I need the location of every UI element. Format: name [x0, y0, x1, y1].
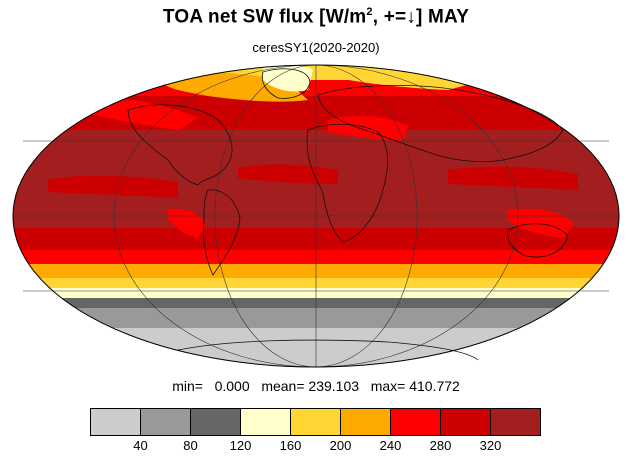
stats-mean-value: 239.103: [308, 378, 360, 394]
coastlines: [127, 68, 569, 361]
coast-australia: [507, 223, 569, 258]
stats-line: min= 0.000 mean= 239.103 max= 410.772: [0, 378, 632, 394]
colorbar: [90, 408, 541, 436]
colorbar-tick-200: 200: [329, 438, 352, 453]
coast-north-america: [127, 104, 233, 186]
stats-mean-label: mean=: [261, 378, 305, 394]
coast-greenland: [261, 68, 311, 99]
stats-max-value: 410.772: [409, 378, 460, 394]
patch-sahara: [328, 115, 408, 142]
colorbar-tick-160: 160: [279, 438, 302, 453]
patch-itcz-indian: [448, 166, 578, 190]
colorbar-box-6: [390, 408, 441, 436]
title-prefix: TOA net SW flux [W/m: [162, 6, 367, 28]
coast-antarctica: [177, 339, 479, 361]
colorbar-box-4: [290, 408, 341, 436]
map-border: [12, 64, 620, 368]
colorbar-box-1: [140, 408, 191, 436]
colorbar-tick-80: 80: [183, 438, 198, 453]
patch-arctic-east: [338, 67, 478, 90]
colorbar-box-8: [490, 408, 541, 436]
colorbar-tick-120: 120: [229, 438, 252, 453]
colorbar-tick-40: 40: [133, 438, 148, 453]
colorbar-box-5: [340, 408, 391, 436]
coast-south-america: [203, 189, 241, 276]
stats-min-value: 0.000: [214, 378, 250, 394]
coast-africa: [306, 123, 389, 243]
title-superscript: 2: [366, 6, 373, 18]
colorbar-box-7: [440, 408, 491, 436]
patch-north-pacific: [88, 98, 198, 130]
colorbar-box-0: [90, 408, 141, 436]
colorbar-tick-280: 280: [429, 438, 452, 453]
stats-min-label: min=: [172, 378, 203, 394]
coast-eurasia: [317, 85, 564, 162]
title-suffix: , +=↓] MAY: [372, 6, 470, 28]
colorbar-tick-320: 320: [479, 438, 502, 453]
figure-subtitle: ceresSY1(2020-2020): [252, 40, 380, 55]
world-map: [12, 64, 620, 368]
colorbar-box-3: [240, 408, 291, 436]
colorbar-box-2: [190, 408, 241, 436]
stats-max-label: max=: [370, 378, 406, 394]
colorbar-tick-240: 240: [379, 438, 402, 453]
patch-itcz-atlantic: [238, 164, 338, 184]
patch-itcz-pacific: [48, 175, 178, 198]
figure-title: TOA net SW flux [W/m2, +=↓] MAY: [0, 6, 632, 28]
